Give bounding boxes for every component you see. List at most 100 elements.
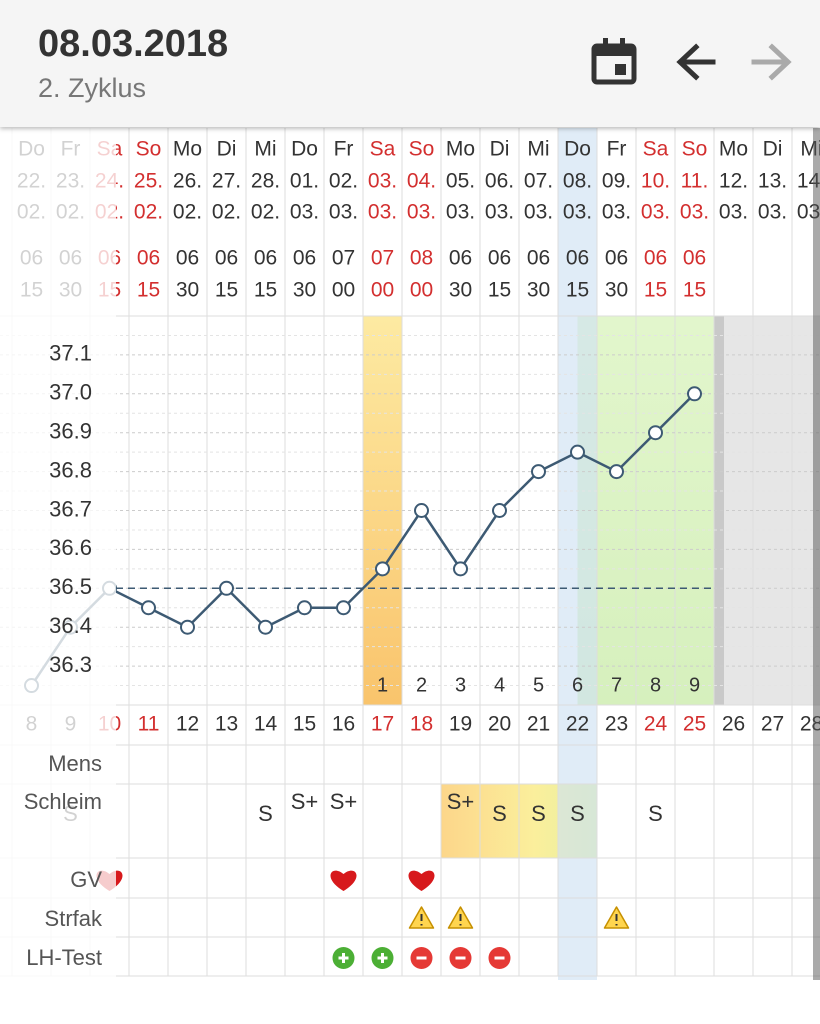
month: 03.: [524, 201, 553, 224]
row-label: GV: [70, 867, 102, 892]
month: 02.: [212, 201, 241, 224]
ovulation-band: [363, 316, 402, 705]
hour: 06: [488, 247, 511, 270]
cycle-day: 22: [566, 713, 589, 736]
month: 03.: [368, 201, 397, 224]
minute: 30: [449, 279, 472, 302]
hour: 06: [566, 247, 589, 270]
cycle-day: 21: [527, 713, 550, 736]
hour: 07: [371, 247, 394, 270]
weekday: So: [409, 138, 435, 161]
minute: 15: [254, 279, 277, 302]
heart-icon: [330, 870, 357, 891]
month: 03.: [719, 201, 748, 224]
day: 08.: [563, 170, 592, 193]
temperature-point: [219, 580, 234, 596]
future-area: [714, 316, 820, 705]
row-label: Mens: [48, 751, 102, 776]
y-tick-label: 36.4: [49, 613, 92, 638]
minute: 00: [410, 279, 433, 302]
temperature-point: [531, 464, 546, 480]
temperature-point: [492, 503, 507, 518]
temperature-point: [648, 425, 663, 441]
weekday: Do: [291, 138, 318, 161]
temperature-point: [570, 444, 585, 460]
cycle-day: 19: [449, 713, 472, 736]
high-count: 3: [455, 674, 466, 696]
minute: 15: [215, 279, 238, 302]
day: 12.: [719, 170, 748, 193]
y-tick-label: 36.6: [49, 535, 92, 560]
mucus-value: S: [492, 801, 507, 826]
hour: 06: [176, 247, 199, 270]
cycle-day: 18: [410, 713, 433, 736]
temperature-point: [336, 600, 351, 616]
weekday: Fr: [607, 138, 627, 161]
weekday: Di: [217, 138, 237, 161]
day: 28.: [251, 170, 280, 193]
y-tick-label: 37.1: [49, 341, 92, 366]
cycle-day: 14: [254, 713, 278, 736]
temperature-point: [687, 386, 702, 402]
row-label: LH-Test: [26, 945, 102, 970]
cycle-day: 17: [371, 713, 394, 736]
minute: 15: [683, 279, 706, 302]
month: 03.: [290, 201, 319, 224]
cycle-day: 11: [138, 713, 160, 736]
day: 02.: [329, 170, 358, 193]
month: 03.: [602, 201, 631, 224]
lh-test-sign: [377, 953, 388, 963]
y-tick-label: 37.0: [49, 380, 92, 405]
month: 03.: [407, 201, 436, 224]
day: 06.: [485, 170, 514, 193]
weekday: So: [136, 138, 162, 161]
cycle-day: 20: [488, 713, 511, 736]
cycle-day: 23: [605, 713, 628, 736]
month: 02.: [173, 201, 202, 224]
mucus-value: S: [531, 801, 546, 826]
cycle-day: 12: [176, 713, 199, 736]
cycle-day: 15: [293, 713, 316, 736]
row-label: Schleim: [24, 789, 102, 814]
cycle-subtitle: 2. Zyklus: [38, 73, 146, 103]
calendar-button[interactable]: [591, 38, 637, 85]
day: 01.: [290, 170, 319, 193]
weekday: Do: [564, 138, 591, 161]
date-title: 08.03.2018: [38, 23, 228, 65]
month: 02.: [251, 201, 280, 224]
minute: 30: [527, 279, 550, 302]
weekday: Sa: [370, 138, 396, 161]
high-count: 2: [416, 674, 427, 696]
hour: 07: [332, 247, 355, 270]
minute: 30: [293, 279, 316, 302]
cycle-day: 16: [332, 713, 355, 736]
weekday: Di: [763, 138, 783, 161]
minute: 30: [605, 279, 628, 302]
minute: 00: [332, 279, 355, 302]
minute: 15: [566, 279, 589, 302]
minute: 15: [488, 279, 511, 302]
mucus-value: S+: [447, 789, 475, 814]
minute: 00: [371, 279, 394, 302]
cycle-day: 24: [644, 713, 668, 736]
weekday: Mi: [254, 138, 276, 161]
minute: 30: [176, 279, 199, 302]
forward-button[interactable]: [751, 43, 792, 81]
high-count: 7: [611, 674, 622, 696]
minute: 15: [137, 279, 160, 302]
y-tick-label: 36.8: [49, 457, 92, 482]
back-button[interactable]: [676, 43, 716, 81]
app-bar: 08.03.2018 2. Zyklus: [0, 0, 820, 127]
day: 04.: [407, 170, 436, 193]
temperature-point: [453, 561, 468, 577]
cycle-day: 26: [722, 713, 745, 736]
weekday: Sa: [643, 138, 669, 161]
hour: 06: [137, 247, 160, 270]
temperature-point: [375, 561, 390, 577]
month: 02.: [134, 201, 163, 224]
lh-test-sign: [338, 953, 349, 963]
left-panel-overlay: [0, 128, 116, 980]
mucus-value: S: [648, 801, 663, 826]
